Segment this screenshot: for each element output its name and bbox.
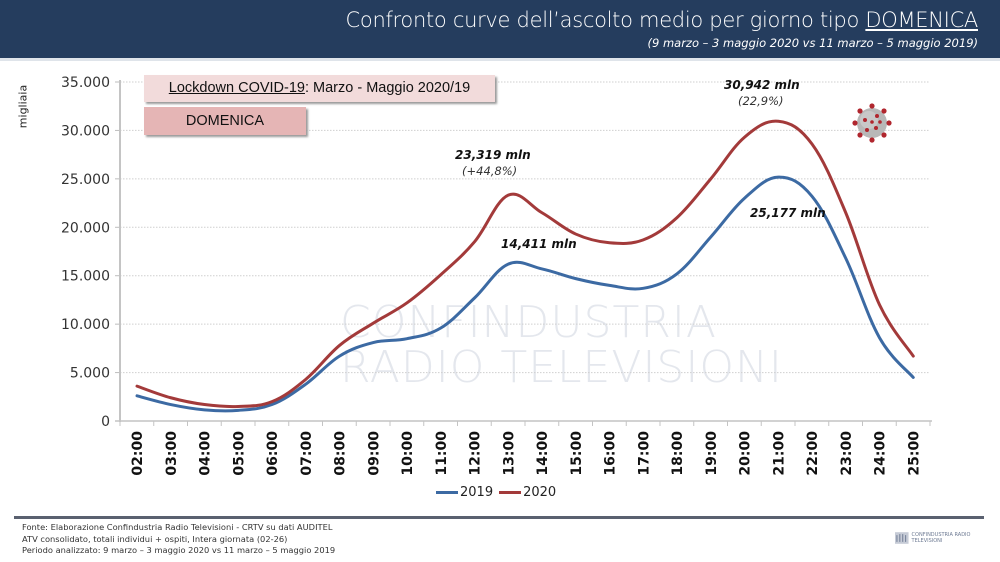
y-tick-label: 5.000 <box>70 366 110 382</box>
legend-label-2020: 2020 <box>523 485 557 500</box>
y-axis-title: migliaia <box>16 84 30 129</box>
line-chart: 0 5.000 10.000 15.000 20.000 25.000 30.000 35.0… <box>61 75 932 476</box>
annotation-2020-2100-pct: (22,9%) <box>738 94 784 108</box>
y-tick-label: 0 <box>101 414 110 430</box>
footer-method: ATV consolidato, totali individui + ospi… <box>22 533 288 544</box>
header-divider <box>0 58 1000 61</box>
y-tick-label: 35.000 <box>61 75 110 91</box>
lockdown-period: : Marzo - Maggio 2020/19 <box>304 80 471 96</box>
slide-subtitle: (9 marzo – 3 maggio 2020 vs 11 marzo – 5… <box>647 36 978 50</box>
footer-divider <box>14 516 984 519</box>
x-tick-label: 17:00 <box>636 431 652 476</box>
series-line-2019 <box>135 175 915 413</box>
slide-title: Confronto curve dell’ascolto medio per g… <box>345 8 979 32</box>
x-tick-label: 13:00 <box>501 431 517 476</box>
logo-text: CONFINDUSTRIA RADIO TELEVISIONI <box>911 532 971 544</box>
lockdown-label-box: Lockdown COVID-19: Marzo - Maggio 2020/1… <box>144 75 495 102</box>
x-tick-label: 23:00 <box>839 431 855 476</box>
x-tick-label: 14:00 <box>535 431 551 476</box>
footer-period: Periodo analizzato: 9 marzo – 3 maggio 2… <box>22 545 336 555</box>
x-tick-label: 12:00 <box>468 431 484 476</box>
x-tick-label: 22:00 <box>805 431 821 476</box>
x-tick-label: 15:00 <box>569 431 585 476</box>
title-emphasis: DOMENICA <box>865 8 978 32</box>
day-label-box: DOMENICA <box>144 107 306 135</box>
annotation-2020-1300-pct: (+44,8%) <box>462 164 518 178</box>
legend-item-2020: 2020 <box>499 485 556 500</box>
x-tick-label: 21:00 <box>771 431 787 476</box>
y-tick-label: 20.000 <box>61 220 110 236</box>
watermark-line-2: RADIO TELEVISIONI <box>340 342 783 393</box>
coronavirus-icon <box>852 103 892 143</box>
x-tick-label: 16:00 <box>603 431 619 476</box>
x-tick-label: 04:00 <box>198 431 214 476</box>
x-tick-label: 19:00 <box>704 431 720 476</box>
x-tick-label: 03:00 <box>164 431 180 476</box>
chart-legend: 2019 2020 <box>436 485 556 500</box>
y-tick-label: 30.000 <box>61 123 110 139</box>
x-tick-label: 10:00 <box>400 431 416 476</box>
watermark: CONFINDUSTRIA RADIO TELEVISIONI <box>340 300 783 390</box>
x-tick-label: 18:00 <box>670 431 686 476</box>
y-tick-label: 10.000 <box>61 317 110 333</box>
x-tick-label: 08:00 <box>333 431 349 476</box>
annotation-2019-2100: 25,177 mln <box>750 206 826 220</box>
legend-swatch-2020 <box>499 491 522 494</box>
footer-notes: Fonte: Elaborazione Confindustria Radio … <box>22 522 335 557</box>
lockdown-link[interactable]: Lockdown COVID-19 <box>168 80 305 96</box>
series-line-2020 <box>135 119 915 409</box>
x-tick-label: 06:00 <box>265 431 281 476</box>
annotation-2020-2100: 30,942 mln <box>724 78 800 92</box>
annotation-2020-1300: 23,319 mln <box>455 148 531 162</box>
x-tick-label: 25:00 <box>906 431 922 476</box>
y-tick-label: 25.000 <box>61 172 110 188</box>
x-tick-label: 05:00 <box>231 431 247 476</box>
footer-source: Fonte: Elaborazione Confindustria Radio … <box>22 522 333 532</box>
legend-label-2019: 2019 <box>460 485 494 500</box>
x-tick-label: 09:00 <box>366 431 382 476</box>
x-tick-label: 02:00 <box>130 431 146 476</box>
x-tick-label: 20:00 <box>738 431 754 476</box>
x-tick-label: 07:00 <box>299 431 315 476</box>
x-tick-label: 24:00 <box>873 431 889 476</box>
x-tick-label: 11:00 <box>434 431 450 476</box>
legend-item-2019: 2019 <box>436 485 493 500</box>
annotation-2019-1300: 14,411 mln <box>501 237 577 251</box>
logo-icon <box>895 532 909 544</box>
title-text: Confronto curve dell’ascolto medio per g… <box>345 8 866 32</box>
footer-logo: CONFINDUSTRIA RADIO TELEVISIONI <box>895 532 1000 544</box>
slide-header: Confronto curve dell’ascolto medio per g… <box>0 0 1000 58</box>
y-tick-label: 15.000 <box>61 269 110 285</box>
legend-swatch-2019 <box>436 491 458 494</box>
